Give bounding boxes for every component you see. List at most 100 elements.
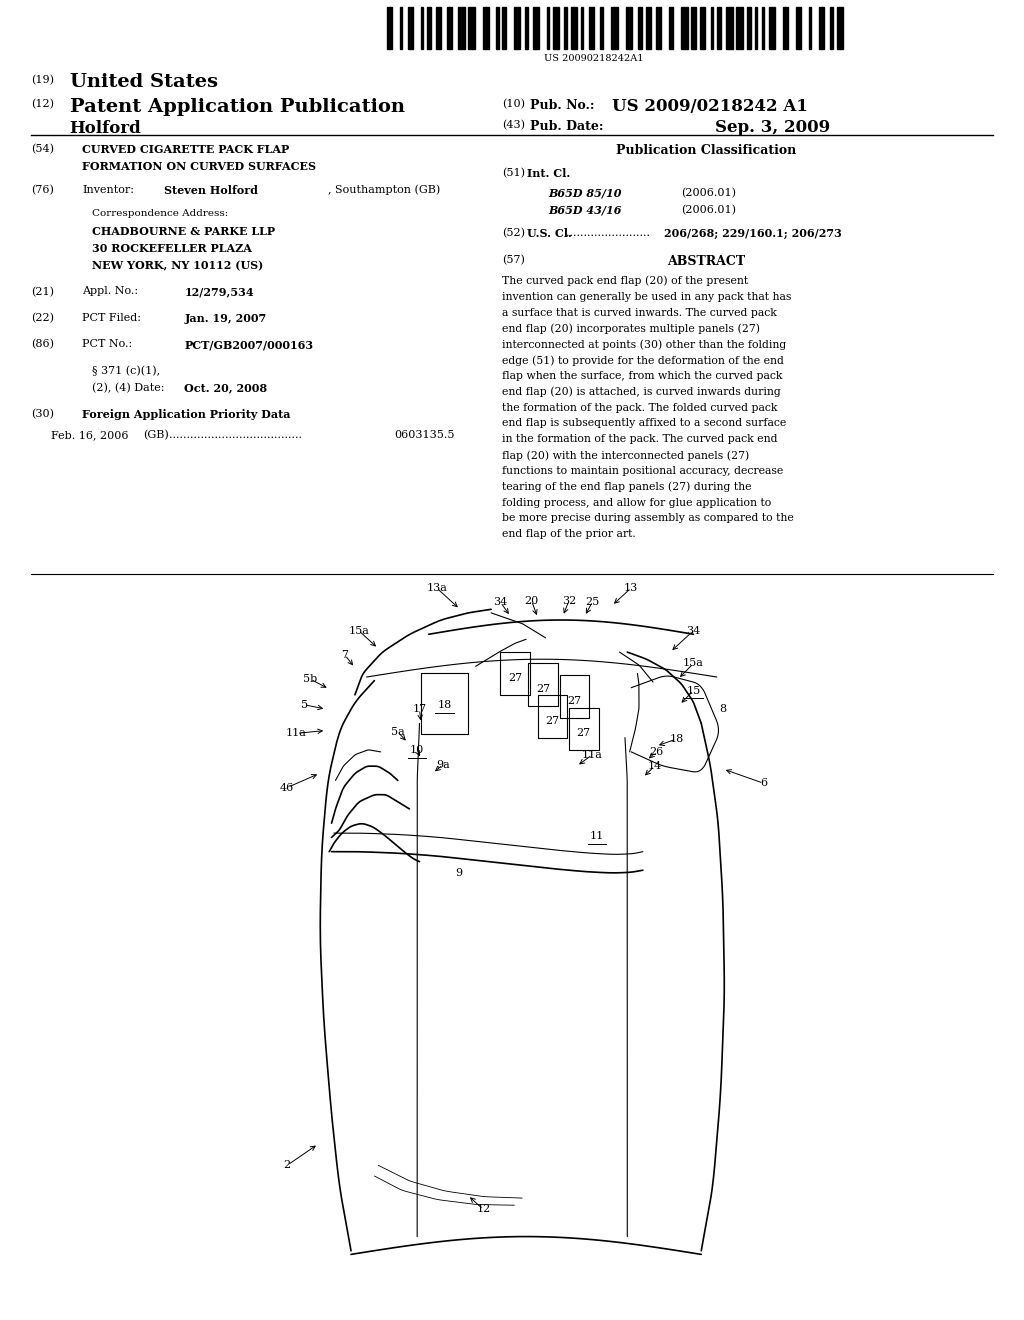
Text: (19): (19) xyxy=(31,75,53,86)
Text: 13a: 13a xyxy=(426,583,447,593)
Text: 5a: 5a xyxy=(391,727,404,737)
Bar xyxy=(482,7,489,49)
Text: a surface that is curved inwards. The curved pack: a surface that is curved inwards. The cu… xyxy=(502,308,776,318)
Text: flap (20) with the interconnected panels (27): flap (20) with the interconnected panels… xyxy=(502,450,749,461)
Text: FORMATION ON CURVED SURFACES: FORMATION ON CURVED SURFACES xyxy=(82,161,316,172)
Bar xyxy=(762,7,764,49)
Text: invention can generally be used in any pack that has: invention can generally be used in any p… xyxy=(502,292,792,302)
Bar xyxy=(421,7,423,49)
Text: interconnected at points (30) other than the folding: interconnected at points (30) other than… xyxy=(502,339,786,350)
Text: US 2009/0218242 A1: US 2009/0218242 A1 xyxy=(612,98,808,115)
Text: The curved pack end flap (20) of the present: The curved pack end flap (20) of the pre… xyxy=(502,276,748,286)
Text: 27: 27 xyxy=(567,696,582,706)
Bar xyxy=(547,7,549,49)
Text: functions to maintain positional accuracy, decrease: functions to maintain positional accurac… xyxy=(502,466,783,477)
Text: 2: 2 xyxy=(284,1160,291,1171)
Text: (52): (52) xyxy=(502,228,524,239)
Bar xyxy=(503,7,506,49)
Bar xyxy=(699,7,705,49)
Text: 11a: 11a xyxy=(582,750,603,760)
Text: B65D 43/16: B65D 43/16 xyxy=(548,205,622,215)
Text: 15a: 15a xyxy=(683,659,703,668)
Text: (21): (21) xyxy=(31,286,53,297)
Bar xyxy=(796,7,801,49)
Bar xyxy=(769,7,775,49)
Bar xyxy=(387,7,392,49)
Text: (12): (12) xyxy=(31,99,53,110)
Text: 6: 6 xyxy=(760,779,767,788)
Text: 0603135.5: 0603135.5 xyxy=(394,430,455,441)
Text: Patent Application Publication: Patent Application Publication xyxy=(70,98,404,116)
Bar xyxy=(532,7,539,49)
Bar xyxy=(409,7,413,49)
Text: (76): (76) xyxy=(31,185,53,195)
Text: 18: 18 xyxy=(437,700,452,710)
Bar xyxy=(513,7,520,49)
Text: 7: 7 xyxy=(341,649,348,660)
Text: end flap (20) is attached, is curved inwards during: end flap (20) is attached, is curved inw… xyxy=(502,387,780,397)
Text: PCT Filed:: PCT Filed: xyxy=(82,313,141,323)
Bar xyxy=(570,7,577,49)
Bar xyxy=(819,7,823,49)
Bar xyxy=(837,7,843,49)
Bar xyxy=(468,7,475,49)
Bar xyxy=(399,7,401,49)
Text: Correspondence Address:: Correspondence Address: xyxy=(92,209,228,218)
Bar xyxy=(691,7,696,49)
Text: Holford: Holford xyxy=(70,120,141,137)
Text: 27: 27 xyxy=(508,673,522,682)
Text: CURVED CIGARETTE PACK FLAP: CURVED CIGARETTE PACK FLAP xyxy=(82,144,289,154)
Text: (54): (54) xyxy=(31,144,53,154)
Bar xyxy=(656,7,660,49)
Text: 14: 14 xyxy=(647,762,662,771)
Text: Pub. No.:: Pub. No.: xyxy=(530,99,595,112)
Bar xyxy=(589,7,594,49)
Text: (10): (10) xyxy=(502,99,524,110)
Bar xyxy=(809,7,811,49)
Bar xyxy=(611,7,617,49)
Text: 34: 34 xyxy=(494,597,508,607)
Text: (22): (22) xyxy=(31,313,53,323)
Text: 34: 34 xyxy=(686,626,700,636)
Bar xyxy=(626,7,632,49)
Text: Feb. 16, 2006: Feb. 16, 2006 xyxy=(51,430,129,441)
Text: Int. Cl.: Int. Cl. xyxy=(527,168,570,178)
Text: 12: 12 xyxy=(476,1204,490,1214)
Text: 46: 46 xyxy=(281,783,294,792)
Text: tearing of the end flap panels (27) during the: tearing of the end flap panels (27) duri… xyxy=(502,482,752,492)
Text: 27: 27 xyxy=(537,684,550,694)
Text: , Southampton (GB): , Southampton (GB) xyxy=(328,185,440,195)
Text: United States: United States xyxy=(70,73,218,91)
Bar xyxy=(736,7,742,49)
Bar xyxy=(524,7,527,49)
Text: (51): (51) xyxy=(502,168,524,178)
Bar xyxy=(564,7,567,49)
Bar xyxy=(496,7,499,49)
Text: PCT/GB2007/000163: PCT/GB2007/000163 xyxy=(184,339,313,350)
Text: Sep. 3, 2009: Sep. 3, 2009 xyxy=(715,119,829,136)
Text: flap when the surface, from which the curved pack: flap when the surface, from which the cu… xyxy=(502,371,782,381)
Text: Pub. Date:: Pub. Date: xyxy=(530,120,604,133)
Text: (43): (43) xyxy=(502,120,524,131)
Text: Appl. No.:: Appl. No.: xyxy=(82,286,138,297)
Text: 5b: 5b xyxy=(303,675,317,684)
Text: ........................: ........................ xyxy=(566,228,650,239)
Bar xyxy=(669,7,674,49)
Text: Steven Holford: Steven Holford xyxy=(164,185,258,195)
Bar xyxy=(783,7,788,49)
Text: § 371 (c)(1),: § 371 (c)(1), xyxy=(92,366,161,376)
Bar xyxy=(553,7,559,49)
Text: 9: 9 xyxy=(455,869,462,878)
Text: be more precise during assembly as compared to the: be more precise during assembly as compa… xyxy=(502,513,794,524)
Text: 5: 5 xyxy=(301,700,308,710)
Bar xyxy=(717,7,721,49)
Bar xyxy=(436,7,441,49)
Text: Jan. 19, 2007: Jan. 19, 2007 xyxy=(184,313,266,323)
Text: 10: 10 xyxy=(410,746,424,755)
Text: edge (51) to provide for the deformation of the end: edge (51) to provide for the deformation… xyxy=(502,355,783,366)
Text: 12/279,534: 12/279,534 xyxy=(184,286,254,297)
Text: (57): (57) xyxy=(502,255,524,265)
Text: 9a: 9a xyxy=(436,760,450,770)
Text: end flap of the prior art.: end flap of the prior art. xyxy=(502,529,636,540)
Text: end flap is subsequently affixed to a second surface: end flap is subsequently affixed to a se… xyxy=(502,418,786,429)
